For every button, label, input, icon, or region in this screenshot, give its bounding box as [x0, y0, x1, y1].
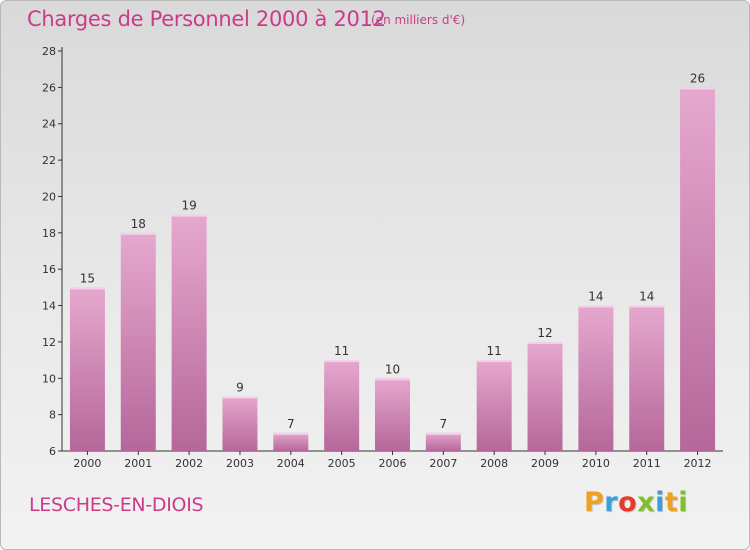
y-tick-label: 10	[42, 372, 56, 385]
bar-value-label: 18	[131, 217, 146, 231]
bar-highlight-2006	[375, 378, 410, 381]
bar-value-label: 26	[690, 71, 705, 85]
y-tick-label: 12	[42, 336, 56, 349]
proxiti-logo[interactable]: Proxiti	[584, 487, 688, 518]
bar-2012	[680, 87, 716, 451]
x-tick-label: 2008	[480, 457, 508, 470]
bar-2009	[527, 341, 563, 451]
x-tick-label: 2003	[226, 457, 254, 470]
logo-letter: r	[604, 487, 619, 518]
bar-value-label: 10	[385, 362, 400, 376]
bar-value-label: 11	[487, 344, 502, 358]
bar-highlight-2000	[69, 287, 105, 290]
y-tick-label: 22	[42, 154, 56, 167]
x-tick-label: 2011	[633, 457, 661, 470]
bar-highlight-2009	[527, 341, 563, 344]
y-tick-label: 24	[42, 118, 56, 131]
logo-letter: i	[655, 487, 665, 518]
y-tick-label: 6	[49, 445, 56, 458]
chart-unit-note: (en milliers d'€)	[371, 13, 466, 27]
bar-highlight-2012	[680, 87, 716, 90]
bar-value-label: 11	[334, 344, 349, 358]
x-tick-label: 2009	[531, 457, 559, 470]
commune-name: LESCHES-EN-DIOIS	[29, 494, 204, 516]
logo-letter: P	[584, 487, 605, 518]
bar-value-label: 14	[588, 290, 603, 304]
y-axis: 6 8 10 12 14 16 18 20 22 24 26 28	[42, 45, 63, 458]
logo-letter: t	[664, 487, 679, 518]
logo-letter: x	[637, 487, 656, 518]
bar-highlight-2003	[222, 396, 258, 399]
y-tick-label: 18	[42, 227, 56, 240]
chart-title: Charges de Personnel 2000 à 2012	[27, 7, 386, 31]
x-tick-label: 2007	[429, 457, 457, 470]
logo-letter: o	[618, 487, 638, 518]
x-tick-label: 2006	[379, 457, 407, 470]
y-tick-label: 8	[49, 409, 56, 422]
y-tick-label: 20	[42, 190, 56, 203]
logo-letter: i	[678, 487, 689, 518]
x-axis: 2000 2001 2002 2003 2004 2005 2006 2007 2008 2009…	[62, 450, 723, 470]
bars: 15 18 19 9 7 11 10 7 11 12 14 14 26	[69, 71, 716, 451]
x-tick-label: 2002	[175, 457, 203, 470]
bar-value-label: 7	[440, 417, 448, 431]
bar-value-label: 12	[537, 326, 552, 340]
bar-2001	[120, 232, 156, 451]
bar-highlight-2008	[476, 360, 512, 363]
y-tick-label: 16	[42, 263, 56, 276]
x-tick-label: 2005	[328, 457, 356, 470]
x-tick-label: 2012	[684, 457, 712, 470]
bar-value-label: 15	[80, 271, 95, 285]
bar-highlight-2005	[324, 360, 360, 363]
bar-highlight-2007	[425, 432, 461, 435]
bar-highlight-2010	[578, 305, 614, 308]
y-tick-label: 26	[42, 81, 56, 94]
bar-value-label: 19	[181, 199, 196, 213]
y-tick-label: 14	[42, 300, 56, 313]
bar-value-label: 7	[287, 417, 295, 431]
bar-2006	[375, 378, 410, 451]
bar-highlight-2002	[171, 214, 207, 217]
bar-2002	[171, 214, 207, 451]
bar-2008	[476, 360, 512, 451]
bar-2004	[273, 432, 309, 451]
bar-highlight-2011	[629, 305, 665, 308]
bar-highlight-2004	[273, 432, 309, 435]
bar-highlight-2001	[120, 232, 156, 235]
bar-2005	[324, 360, 360, 451]
bar-2003	[222, 396, 258, 451]
x-tick-label: 2004	[277, 457, 305, 470]
bar-2011	[629, 305, 665, 451]
x-tick-label: 2000	[73, 457, 101, 470]
bar-value-label: 14	[639, 290, 654, 304]
bar-2000	[69, 287, 105, 451]
y-tick-label: 28	[42, 45, 56, 58]
bar-value-label: 9	[236, 380, 244, 394]
x-tick-label: 2001	[124, 457, 152, 470]
x-tick-label: 2010	[582, 457, 610, 470]
bar-2010	[578, 305, 614, 451]
bar-2007	[425, 432, 461, 451]
